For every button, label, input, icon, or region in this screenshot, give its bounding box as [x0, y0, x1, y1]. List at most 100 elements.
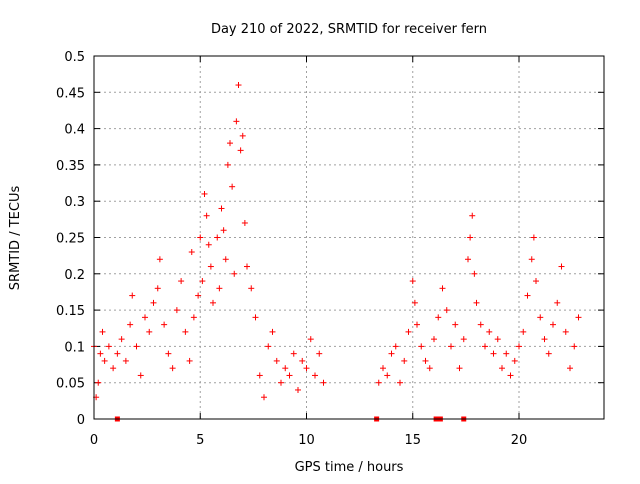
data-point: [295, 386, 301, 393]
data-point: [460, 336, 467, 343]
data-point: [235, 82, 242, 89]
data-point: [210, 299, 216, 306]
data-point: [227, 140, 233, 147]
y-tick-label: 0.05: [56, 377, 85, 392]
data-point: [482, 343, 488, 350]
data-point: [129, 292, 136, 299]
tick-labels: 0 0.05 0.1 0.15 0.2 0.25 0.3 0.35 0.4 0.45 0.5 0 5 10…: [56, 50, 527, 448]
data-point: [426, 365, 433, 372]
data-point: [154, 285, 161, 292]
data-point: [397, 379, 403, 386]
data-point: [467, 234, 474, 241]
y-tick-label: 0.45: [56, 86, 85, 101]
data-point: [265, 343, 272, 350]
data-point: [137, 372, 144, 379]
data-point: [409, 278, 416, 285]
data-point: [550, 321, 556, 328]
data-point: [97, 350, 104, 357]
data-point: [182, 328, 189, 335]
data-point: [105, 343, 112, 350]
data-point: [414, 321, 420, 328]
data-point: [530, 234, 537, 241]
data-point: [224, 161, 231, 168]
data-point: [142, 314, 148, 321]
data-point: [99, 328, 106, 335]
data-point: [320, 379, 327, 386]
data-point: [165, 350, 172, 357]
x-tick-label: 20: [511, 433, 528, 448]
y-tick-label: 0.35: [56, 159, 85, 174]
x-tick-label: 10: [298, 433, 315, 448]
data-point: [567, 365, 573, 372]
data-point: [307, 336, 314, 343]
grid: [93, 55, 604, 420]
data-point: [545, 350, 552, 357]
y-tick-label: 0.1: [64, 340, 85, 355]
data-point: [101, 357, 108, 364]
data-point: [118, 336, 125, 343]
data-point: [214, 234, 221, 241]
chart-title: Day 210 of 2022, SRMTID for receiver fer…: [211, 22, 487, 37]
data-point: [528, 256, 535, 263]
data-point: [516, 343, 522, 350]
data-points: [91, 82, 582, 422]
data-point: [229, 183, 236, 190]
data-point: [490, 350, 497, 357]
data-point: [178, 278, 185, 285]
data-point: [95, 379, 102, 386]
data-point: [452, 321, 459, 328]
data-point: [411, 299, 418, 306]
y-tick-label: 0.4: [64, 123, 85, 138]
data-point: [216, 285, 223, 292]
data-point: [122, 357, 129, 364]
y-tick-label: 0.2: [64, 268, 85, 283]
data-point: [520, 328, 527, 335]
data-point: [299, 357, 306, 364]
data-point: [575, 314, 582, 321]
data-point: [186, 357, 193, 364]
data-point: [571, 343, 578, 350]
data-point: [469, 212, 476, 219]
plot-frame: [93, 55, 605, 420]
data-point: [503, 350, 510, 357]
data-point: [499, 365, 505, 372]
data-point: [244, 263, 250, 270]
data-point: [435, 314, 442, 321]
data-point: [477, 321, 484, 328]
data-point: [456, 365, 463, 372]
data-point: [375, 379, 382, 386]
data-point: [233, 118, 240, 125]
data-point: [465, 256, 471, 263]
data-point: [278, 379, 284, 386]
data-point: [511, 357, 518, 364]
data-point: [218, 205, 225, 212]
data-point: [207, 263, 214, 270]
data-point: [273, 357, 280, 364]
data-point: [169, 365, 176, 372]
data-point: [562, 328, 569, 335]
y-tick-label: 0: [77, 413, 85, 428]
data-point: [237, 147, 244, 154]
data-point: [241, 219, 248, 226]
data-point: [316, 350, 323, 357]
data-point: [290, 350, 297, 357]
data-point: [401, 357, 408, 364]
data-point: [205, 241, 212, 248]
data-point: [239, 132, 246, 139]
data-point: [537, 314, 544, 321]
data-point: [110, 365, 117, 372]
data-point: [418, 343, 425, 350]
data-point: [133, 343, 140, 350]
data-point: [473, 299, 480, 306]
data-point: [222, 256, 229, 263]
y-axis-label: SRMTID / TECUs: [8, 186, 23, 291]
data-point: [286, 372, 293, 379]
data-point: [156, 256, 163, 263]
data-point: [380, 365, 386, 372]
data-point: [494, 336, 501, 343]
x-axis-label: GPS time / hours: [295, 460, 404, 475]
data-point: [261, 394, 267, 401]
data-point: [558, 263, 565, 270]
